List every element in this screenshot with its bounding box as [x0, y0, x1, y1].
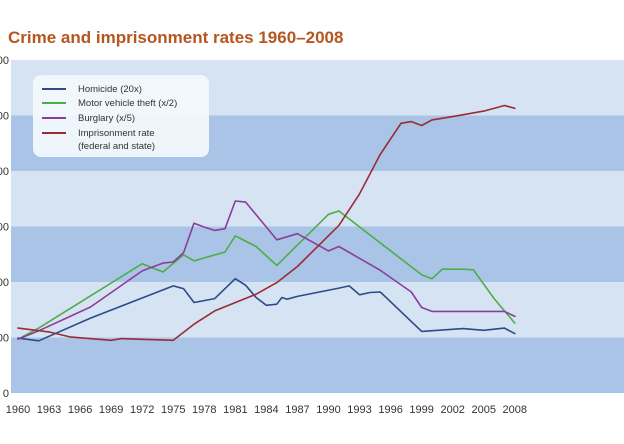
legend-label-imprisonment: Imprisonment rate — [78, 128, 155, 139]
x-tick-label: 1975 — [161, 404, 185, 416]
x-tick-label: 1966 — [68, 404, 92, 416]
series-line-imprisonment — [17, 104, 516, 342]
x-tick-label: 1963 — [37, 404, 61, 416]
series-line-homicide — [17, 277, 516, 342]
y-tick-label: 200 — [0, 277, 9, 289]
y-tick-label: 400 — [0, 166, 9, 178]
x-tick-label: 1984 — [254, 404, 278, 416]
x-tick-label: 2008 — [503, 404, 527, 416]
plot-band — [11, 226, 624, 282]
x-tick-label: 1969 — [99, 404, 123, 416]
series-line-burglary — [17, 200, 516, 341]
x-tick-label: 1990 — [316, 404, 340, 416]
x-tick-label: 1996 — [378, 404, 402, 416]
legend-label-motor-vehicle-theft: Motor vehicle theft (x/2) — [78, 98, 177, 109]
plot-band — [11, 171, 624, 227]
y-axis-ticks: 0 100 200 300 400 500 600 — [0, 55, 9, 400]
legend-label-homicide: Homicide (20x) — [78, 84, 142, 95]
y-tick-label: 300 — [0, 222, 9, 234]
y-tick-label: 100 — [0, 333, 9, 345]
chart-title: Crime and imprisonment rates 1960–2008 — [8, 28, 344, 47]
x-tick-label: 1999 — [409, 404, 433, 416]
series-lines — [17, 104, 516, 342]
x-tick-label: 1972 — [130, 404, 154, 416]
x-tick-label: 1960 — [6, 404, 30, 416]
plot-band — [11, 337, 624, 393]
x-axis-ticks: 1960 1963 1966 1969 1972 1975 1978 1981 1984 1987… — [6, 404, 527, 416]
x-tick-label: 1978 — [192, 404, 216, 416]
y-tick-label: 600 — [0, 55, 9, 67]
y-tick-label: 500 — [0, 111, 9, 123]
y-tick-label: 0 — [3, 388, 9, 400]
series-line-motor-vehicle-theft — [17, 210, 516, 341]
x-tick-label: 2005 — [472, 404, 496, 416]
x-tick-label: 2002 — [440, 404, 464, 416]
legend-label-burglary: Burglary (x/5) — [78, 113, 135, 124]
legend: Homicide (20x) Motor vehicle theft (x/2)… — [33, 75, 209, 157]
x-tick-label: 1987 — [285, 404, 309, 416]
legend-label-imprisonment-sub: (federal and state) — [78, 141, 155, 152]
plot-band — [11, 282, 624, 338]
x-tick-label: 1993 — [347, 404, 371, 416]
legend-box — [33, 75, 209, 157]
x-tick-label: 1981 — [223, 404, 247, 416]
